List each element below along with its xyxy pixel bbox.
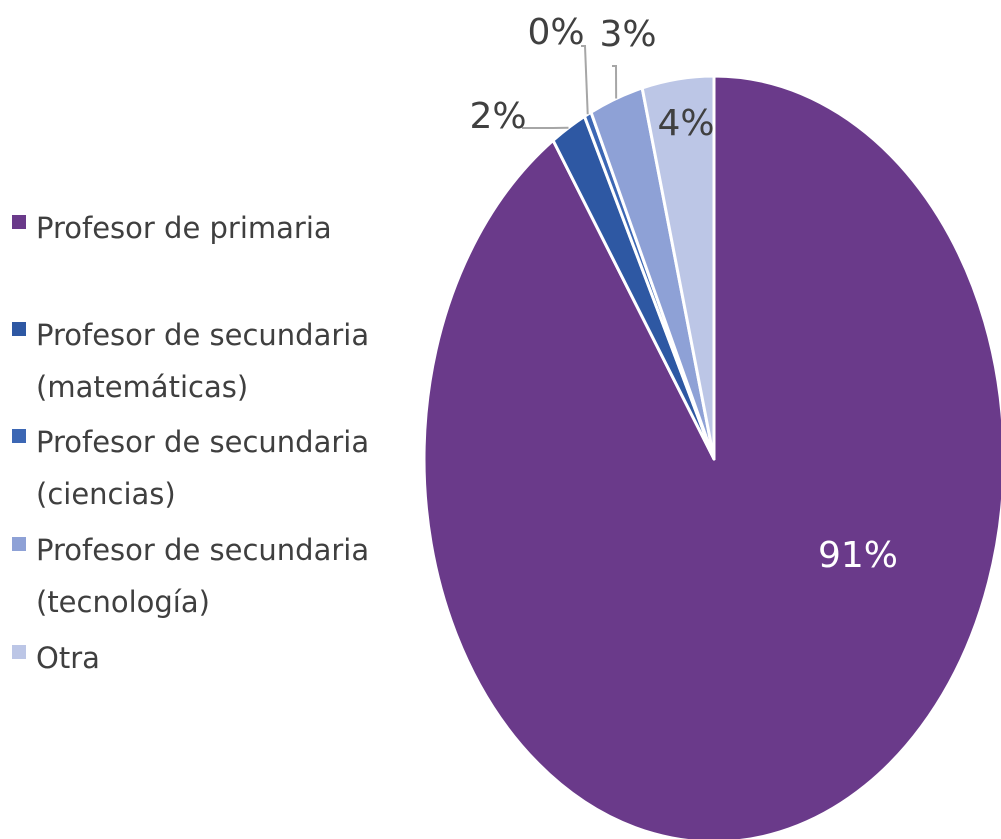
legend-swatch <box>12 322 26 336</box>
pie-slice-otra <box>640 74 716 461</box>
data-label-profesor-de-secundaria-ciencias: 0% <box>527 12 584 53</box>
legend-label: (matemáticas) <box>36 370 248 404</box>
legend-swatch <box>12 645 26 659</box>
legend-swatch <box>12 429 26 443</box>
legend-label: Profesor de secundaria <box>36 318 369 352</box>
legend-item-profesor-de-secundaria-ciencias: Profesor de secundaria (ciencias) <box>12 425 369 511</box>
data-label-profesor-de-primaria: 91% <box>818 535 898 576</box>
legend-item-profesor-de-primaria: Profesor de primaria <box>12 211 332 245</box>
leader-line-profesor-de-secundaria-ciencias <box>581 45 589 115</box>
pie-slices <box>422 74 1001 839</box>
legend-item-profesor-de-secundaria-matematicas: Profesor de secundaria (matemáticas) <box>12 318 369 404</box>
data-label-profesor-de-secundaria-matematicas: 2% <box>469 96 526 137</box>
legend-item-otra: Otra <box>12 641 100 675</box>
legend-label: (ciencias) <box>36 477 176 511</box>
data-label-profesor-de-secundaria-tecnologia: 3% <box>599 14 656 55</box>
legend-label: Otra <box>36 641 100 675</box>
data-label-otra: 4% <box>657 103 714 144</box>
legend-label: (tecnología) <box>36 585 210 619</box>
legend: Profesor de primaria Profesor de secundar… <box>12 211 369 675</box>
legend-item-profesor-de-secundaria-tecnologia: Profesor de secundaria (tecnología) <box>12 533 369 619</box>
legend-label: Profesor de secundaria <box>36 533 369 567</box>
legend-label: Profesor de secundaria <box>36 425 369 459</box>
legend-swatch <box>12 215 26 229</box>
data-labels: 91% 2% 0% 3% 4% <box>469 12 898 576</box>
legend-swatch <box>12 537 26 551</box>
leader-line-profesor-de-secundaria-tecnologia <box>612 65 618 99</box>
legend-label: Profesor de primaria <box>36 211 332 245</box>
